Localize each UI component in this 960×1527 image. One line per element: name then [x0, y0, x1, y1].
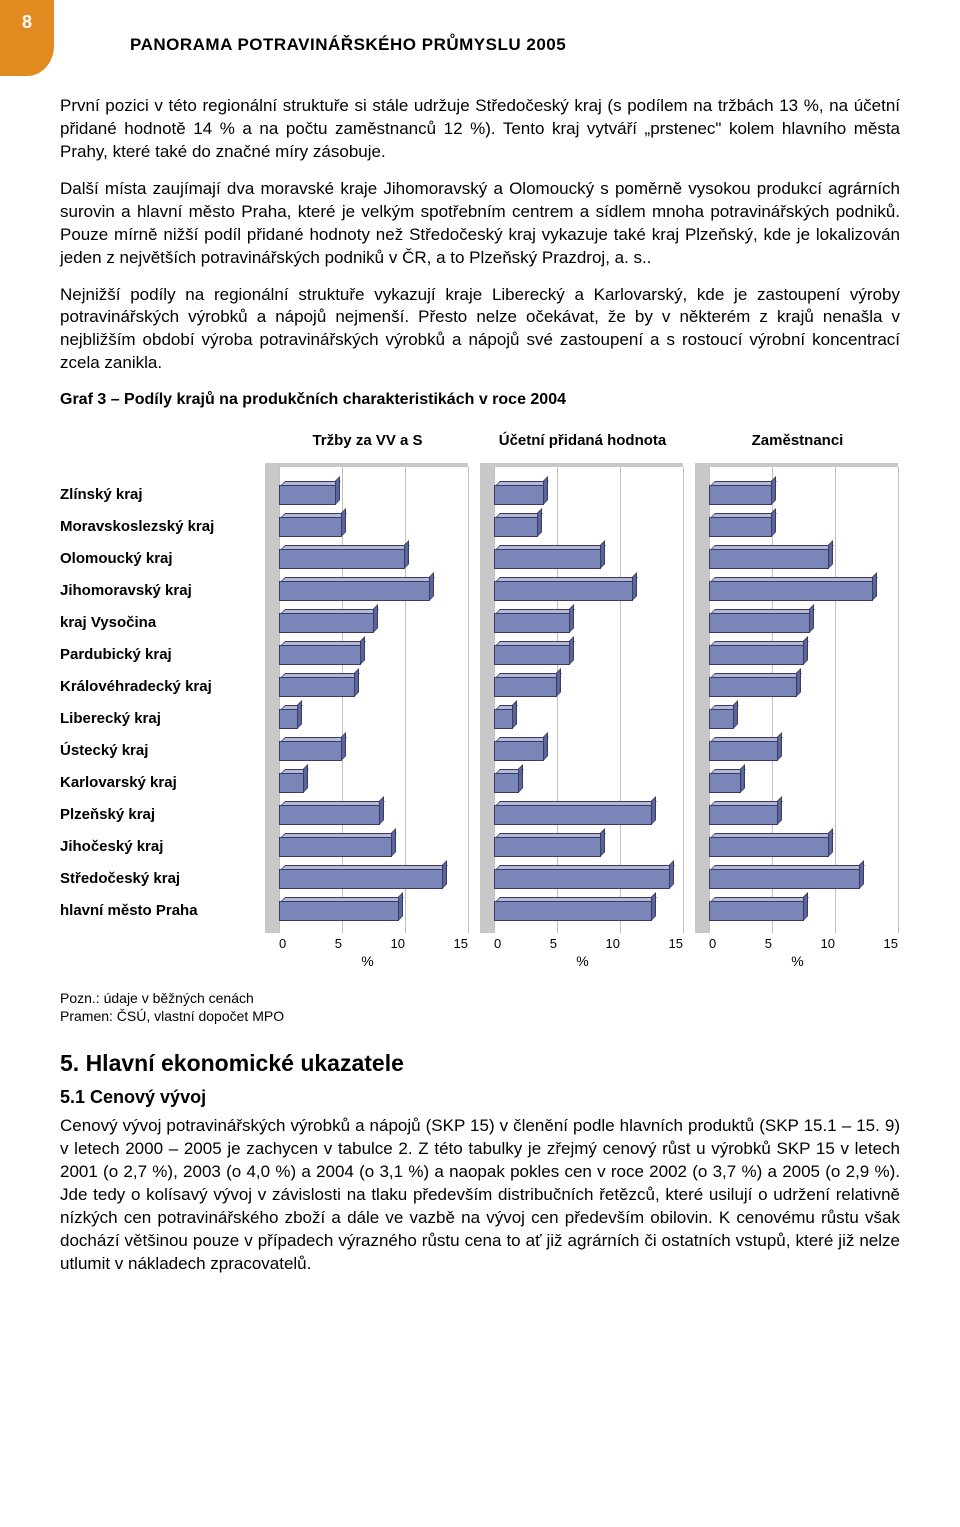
- chart-x-label: %: [265, 952, 470, 971]
- section-5-1-heading: 5.1 Cenový vývoj: [60, 1085, 900, 1109]
- chart-x-tick: 10: [391, 935, 405, 953]
- chart-x-tick: 5: [765, 935, 772, 953]
- chart-panel: Účetní přidaná hodnota 0 5 10 15%: [480, 419, 685, 971]
- chart-category-label: Ústecký kraj: [60, 735, 265, 767]
- chart-x-tick: 5: [550, 935, 557, 953]
- chart-category-label: Olomoucký kraj: [60, 543, 265, 575]
- chart: Zlínský krajMoravskoslezský krajOlomouck…: [60, 419, 900, 971]
- chart-panel-title: Tržby za VV a S: [265, 419, 470, 463]
- section-5-heading: 5. Hlavní ekonomické ukazatele: [60, 1048, 900, 1079]
- page-number-badge: 8: [0, 0, 54, 76]
- chart-category-label: Pardubický kraj: [60, 639, 265, 671]
- chart-x-tick: 15: [454, 935, 468, 953]
- chart-x-tick: 5: [335, 935, 342, 953]
- chart-category-label: Plzeňský kraj: [60, 799, 265, 831]
- document-header: PANORAMA POTRAVINÁŘSKÉHO PRŮMYSLU 2005: [130, 34, 900, 57]
- paragraph-2: Další místa zaujímají dva moravské kraje…: [60, 178, 900, 270]
- paragraph-3: Nejnižší podíly na regionální struktuře …: [60, 284, 900, 376]
- chart-category-label: Moravskoslezský kraj: [60, 511, 265, 543]
- chart-category-label: Středočeský kraj: [60, 863, 265, 895]
- chart-x-tick: 10: [606, 935, 620, 953]
- chart-category-label: Královéhradecký kraj: [60, 671, 265, 703]
- chart-category-label: Zlínský kraj: [60, 479, 265, 511]
- paragraph-1: První pozici v této regionální struktuře…: [60, 95, 900, 164]
- chart-plot-area: [695, 463, 900, 933]
- chart-x-label: %: [695, 952, 900, 971]
- chart-x-tick: 0: [494, 935, 501, 953]
- chart-category-label: Karlovarský kraj: [60, 767, 265, 799]
- chart-x-tick: 15: [884, 935, 898, 953]
- chart-panel-title: Účetní přidaná hodnota: [480, 419, 685, 463]
- chart-x-tick: 0: [279, 935, 286, 953]
- chart-panel: Tržby za VV a S 0 5 10 15%: [265, 419, 470, 971]
- chart-x-axis: 0 5 10 15: [695, 933, 900, 953]
- chart-category-label: Liberecký kraj: [60, 703, 265, 735]
- chart-footnote: Pozn.: údaje v běžných cenách Pramen: ČS…: [60, 989, 900, 1025]
- chart-category-list: Zlínský krajMoravskoslezský krajOlomouck…: [60, 419, 265, 927]
- chart-x-label: %: [480, 952, 685, 971]
- chart-category-label: Jihočeský kraj: [60, 831, 265, 863]
- chart-x-axis: 0 5 10 15: [480, 933, 685, 953]
- chart-panel: Zaměstnanci 0 5 10 15%: [695, 419, 900, 971]
- chart-x-tick: 0: [709, 935, 716, 953]
- chart-x-axis: 0 5 10 15: [265, 933, 470, 953]
- chart-plot-area: [265, 463, 470, 933]
- footnote-line-2: Pramen: ČSÚ, vlastní dopočet MPO: [60, 1007, 900, 1025]
- chart-title: Graf 3 – Podíly krajů na produkčních cha…: [60, 389, 900, 411]
- chart-category-label: kraj Vysočina: [60, 607, 265, 639]
- chart-x-tick: 10: [821, 935, 835, 953]
- chart-category-label: Jihomoravský kraj: [60, 575, 265, 607]
- section-5-1-body: Cenový vývoj potravinářských výrobků a n…: [60, 1115, 900, 1276]
- footnote-line-1: Pozn.: údaje v běžných cenách: [60, 989, 900, 1007]
- chart-x-tick: 15: [669, 935, 683, 953]
- chart-plot-area: [480, 463, 685, 933]
- chart-category-label: hlavní město Praha: [60, 895, 265, 927]
- chart-panels: Tržby za VV a S051015%Účetní přidaná hod…: [265, 419, 900, 971]
- chart-panel-title: Zaměstnanci: [695, 419, 900, 463]
